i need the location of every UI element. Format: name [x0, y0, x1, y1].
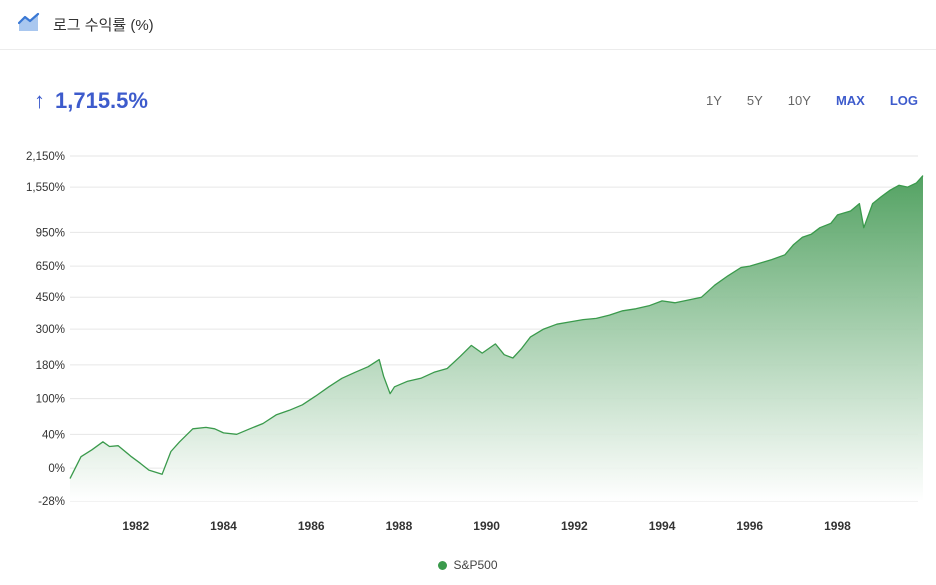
x-tick-label: 1988	[386, 519, 413, 533]
y-tick-label: 2,150%	[26, 151, 65, 163]
y-tick-label: 180%	[36, 360, 65, 372]
range-selector: 1Y 5Y 10Y MAX LOG	[681, 93, 918, 108]
y-tick-label: 650%	[36, 261, 65, 273]
legend-label: S&P500	[453, 558, 498, 572]
y-tick-label: 0%	[48, 463, 65, 475]
chart-title: 로그 수익률 (%)	[53, 17, 154, 34]
y-tick-label: 450%	[36, 292, 65, 304]
x-tick-label: 1984	[210, 519, 237, 533]
range-1y-button[interactable]: 1Y	[705, 93, 722, 108]
range-max-button[interactable]: MAX	[835, 93, 865, 108]
series-line	[69, 175, 924, 479]
x-tick-label: 1982	[122, 519, 149, 533]
x-tick-label: 1994	[649, 519, 676, 533]
y-tick-label: 100%	[36, 394, 65, 406]
log-scale-toggle[interactable]: LOG	[889, 93, 918, 108]
x-tick-label: 1998	[824, 519, 851, 533]
range-5y-button[interactable]: 5Y	[746, 93, 763, 108]
area-chart: 2,150% 1,550% 950% 650% 450% 300% 180% 100% 40% 0…	[26, 151, 924, 533]
x-tick-label: 1996	[736, 519, 763, 533]
x-tick-label: 1990	[473, 519, 500, 533]
y-tick-label: 40%	[42, 429, 65, 441]
header: 로그 수익률 (%)	[0, 0, 936, 50]
x-tick-label: 1992	[561, 519, 588, 533]
y-tick-label: 300%	[36, 324, 65, 336]
legend: S&P500	[0, 558, 936, 572]
summary-value: ↑ 1,715.5%	[34, 88, 148, 114]
y-tick-label: 1,550%	[26, 182, 65, 194]
x-tick-label: 1986	[298, 519, 325, 533]
range-10y-button[interactable]: 10Y	[787, 93, 811, 108]
return-value: 1,715.5%	[55, 88, 148, 113]
up-arrow-icon: ↑	[34, 88, 45, 113]
y-tick-label: 950%	[36, 227, 65, 239]
line-chart-icon	[18, 12, 40, 31]
legend-swatch	[438, 561, 448, 571]
series-area	[70, 175, 923, 501]
y-tick-label: -28%	[38, 496, 65, 508]
